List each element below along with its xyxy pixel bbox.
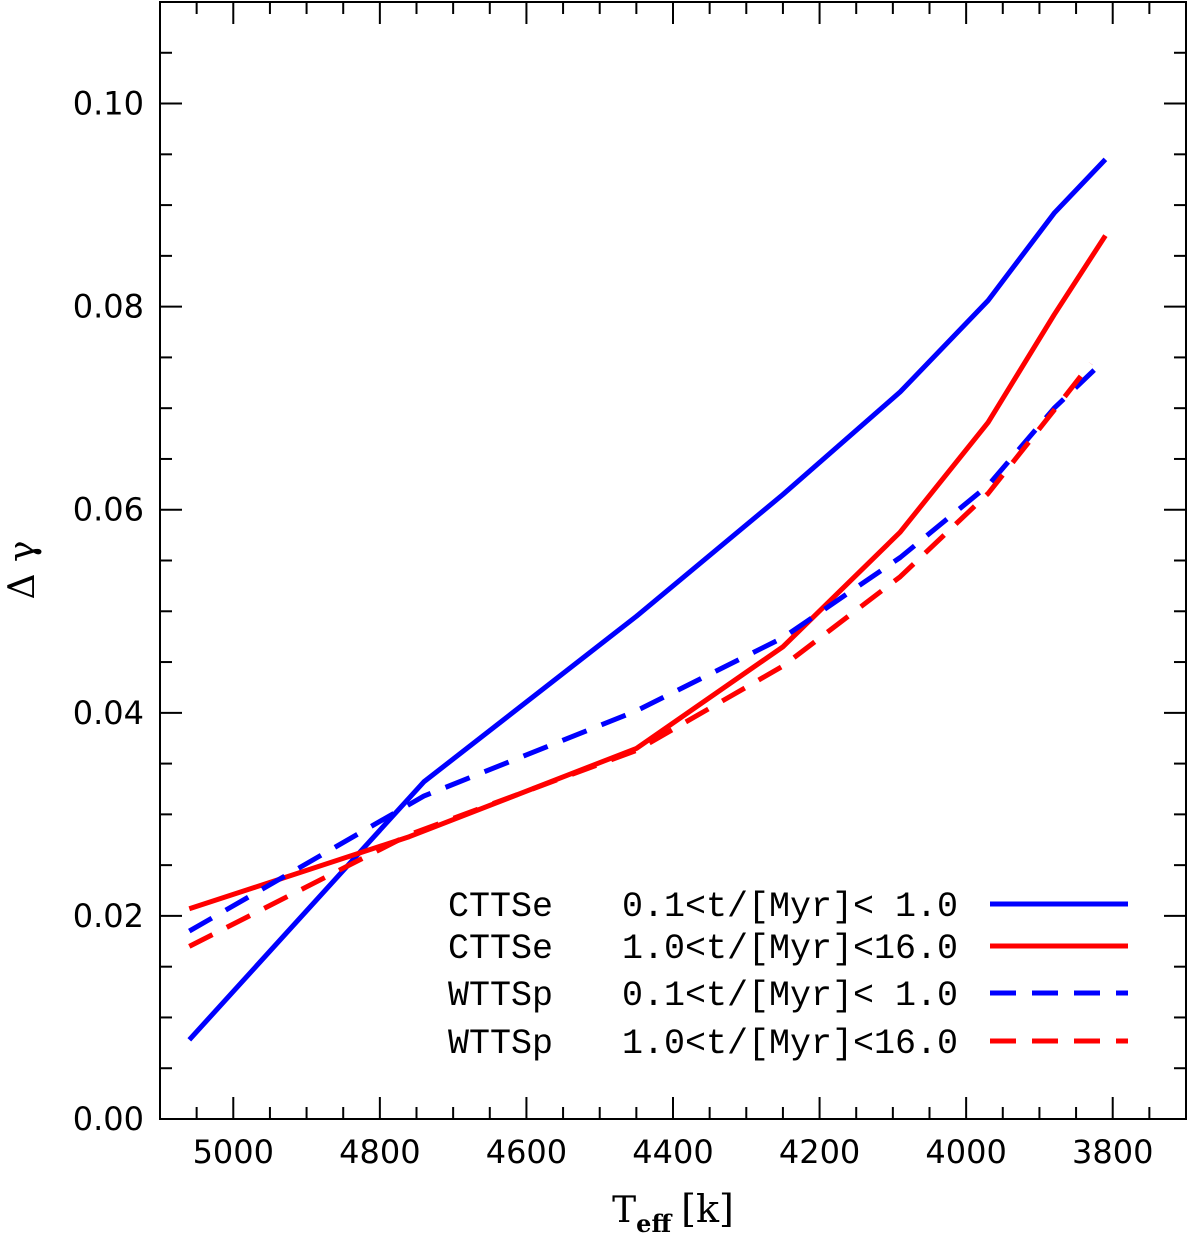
legend-label-name: CTTSe [448, 929, 553, 969]
x-tick-label: 4000 [925, 1133, 1006, 1171]
y-tick-labels: 0.00 0.02 0.04 0.06 0.08 0.10 [73, 85, 144, 1138]
series-line-cttse-solid [188, 234, 1108, 912]
y-tick-label: 0.02 [73, 897, 144, 935]
legend-label-range: 1.0<t/[Myr]<16.0 [622, 929, 958, 969]
x-tick-label: 3800 [1072, 1133, 1153, 1171]
y-tick-label: 0.00 [73, 1100, 144, 1138]
legend-label-name: WTTSp [448, 976, 553, 1016]
axis-ticks [160, 2, 1186, 1119]
y-tick-label: 0.06 [73, 491, 144, 529]
x-tick-label: 4600 [486, 1133, 567, 1171]
legend-label-range: 1.0<t/[Myr]<16.0 [622, 1024, 958, 1064]
x-axis-title: Teff [k] [612, 1187, 734, 1237]
x-tick-labels: 5000 4800 4600 4400 4200 4000 3800 [193, 1133, 1154, 1171]
legend-label-range: 0.1<t/[Myr]< 1.0 [622, 887, 958, 927]
legend: CTTSe 0.1<t/[Myr]< 1.0 CTTSe 1.0<t/[Myr]<16… [448, 887, 1128, 1064]
x-axis-title-sub: eff [636, 1209, 672, 1237]
x-tick-label: 4200 [779, 1133, 860, 1171]
series-line-wttsp-dashed [188, 361, 1093, 949]
x-axis-title-main: T [612, 1190, 636, 1231]
x-tick-label: 4400 [632, 1133, 713, 1171]
y-tick-label: 0.04 [73, 694, 144, 732]
legend-label-name: CTTSe [448, 887, 553, 927]
series-line-cttse-solid [187, 157, 1108, 1042]
series-lines [187, 157, 1108, 1042]
legend-label-range: 0.1<t/[Myr]< 1.0 [622, 976, 958, 1016]
x-tick-label: 4800 [339, 1133, 420, 1171]
legend-label-name: WTTSp [448, 1024, 553, 1064]
series-line-wttsp-dashed [188, 357, 1108, 934]
y-axis-title: Δ γ [2, 541, 43, 600]
x-axis-title-unit: [k] [681, 1187, 734, 1231]
y-tick-label: 0.10 [73, 85, 144, 123]
x-tick-label: 5000 [193, 1133, 274, 1171]
y-tick-label: 0.08 [73, 288, 144, 326]
